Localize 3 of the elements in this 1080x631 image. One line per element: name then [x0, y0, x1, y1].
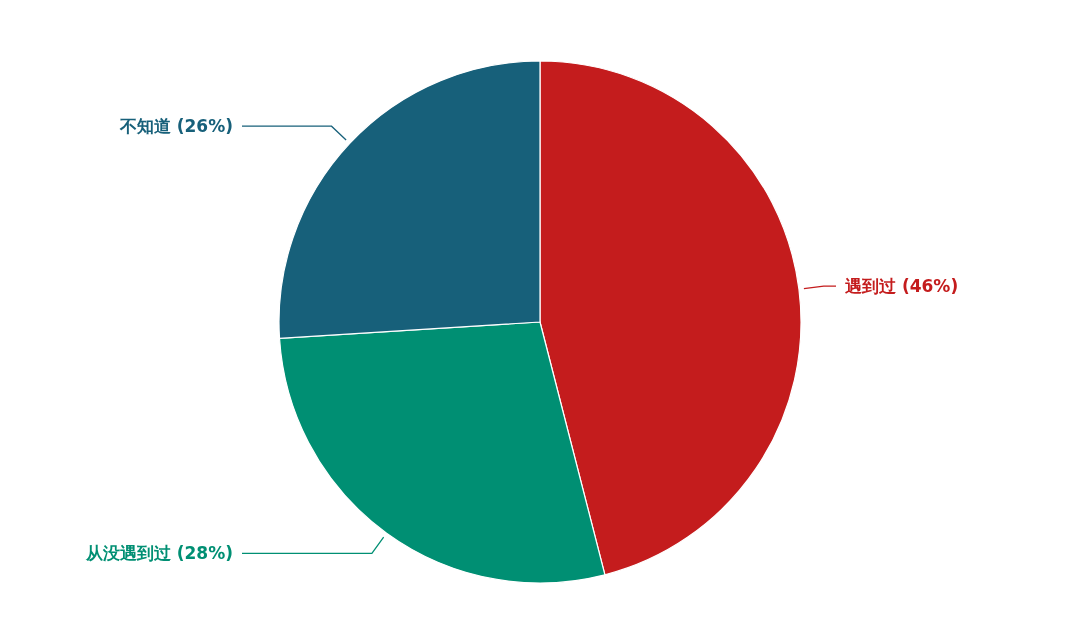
slice-label: 遇到过 (46%) — [844, 276, 959, 297]
slice-label: 不知道 (26%) — [118, 116, 233, 137]
slice-label: 从没遇到过 (28%) — [84, 543, 233, 564]
